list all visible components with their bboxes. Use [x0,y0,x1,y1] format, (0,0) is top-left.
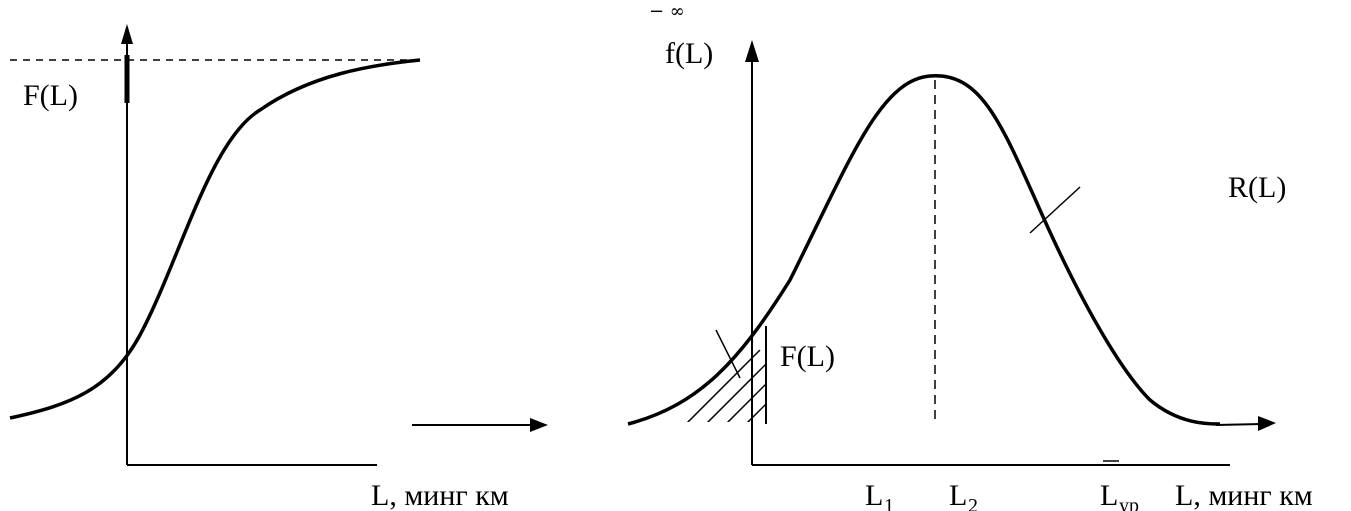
svg-text:ур: ур [1119,495,1139,511]
failure-area-pointer [715,329,741,379]
svg-text:L: L [1100,479,1118,511]
failure-area-hatching [668,349,766,422]
right-y-label: f(L) [665,37,713,70]
right-panel: − ∞ f(L) F(L) R(L) L 1 L 2 L ур L, минг … [627,1,1313,511]
right-x-label: L, минг км [1175,479,1313,511]
tick-label-l2: L 2 [949,479,978,511]
left-y-label: F(L) [23,79,78,112]
density-curve [627,74,1221,426]
infinity-mark: − ∞ [649,1,685,22]
left-direction-arrow-icon [530,418,548,432]
svg-text:L: L [865,479,883,511]
tick-label-lyp: L ур [1100,460,1139,511]
svg-text:1: 1 [884,495,894,511]
left-panel: F(L) L, минг км [9,24,548,511]
svg-text:L: L [949,479,967,511]
failure-area-label: F(L) [780,340,835,373]
left-y-axis-arrow-icon [121,24,133,44]
reliability-label: R(L) [1228,171,1286,204]
right-direction-arrow-line [1215,423,1263,426]
left-x-label: L, минг км [371,479,509,511]
reliability-pointer [1029,186,1081,234]
right-direction-arrow-icon [1258,416,1276,431]
tick-label-l1: L 1 [865,479,894,511]
right-y-axis-arrow-icon [745,40,759,62]
left-cdf-curve [9,58,421,420]
svg-text:2: 2 [968,495,978,511]
